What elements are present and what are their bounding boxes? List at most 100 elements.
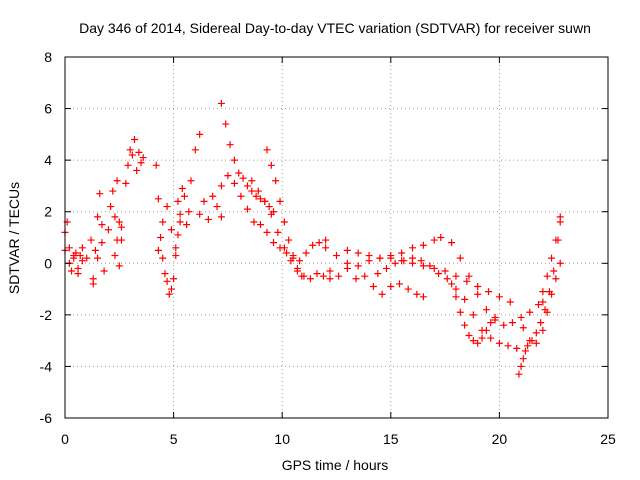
series-mid-b — [154, 192, 193, 254]
data-point — [519, 324, 527, 332]
data-point — [70, 252, 78, 260]
data-point — [456, 308, 464, 316]
plot-frame — [64, 56, 609, 419]
data-point — [465, 331, 473, 339]
data-point — [465, 272, 473, 280]
data-point — [302, 249, 310, 257]
series-mid-a — [152, 161, 184, 298]
data-point — [243, 205, 251, 213]
data-point — [506, 298, 514, 306]
series-night-c — [343, 246, 514, 306]
data-point — [309, 241, 317, 249]
data-point — [521, 347, 529, 355]
data-point — [469, 337, 477, 345]
data-point — [159, 218, 167, 226]
series-early-c — [87, 190, 106, 288]
data-point — [285, 236, 293, 244]
data-point — [435, 270, 443, 278]
data-point — [117, 223, 125, 231]
data-point — [485, 288, 493, 296]
data-point — [382, 264, 390, 272]
data-point — [463, 277, 471, 285]
data-point — [552, 236, 560, 244]
data-point — [452, 293, 460, 301]
series-predawn-a — [448, 239, 547, 329]
data-point — [300, 272, 308, 280]
data-point — [322, 236, 330, 244]
y-tick-label: 6 — [44, 101, 52, 117]
data-point — [515, 370, 523, 378]
data-point — [237, 192, 245, 200]
series-mid-d — [196, 192, 225, 223]
data-point — [78, 257, 86, 265]
data-point — [537, 319, 545, 327]
data-point — [235, 169, 243, 177]
data-point — [274, 228, 282, 236]
data-point — [100, 267, 108, 275]
data-point — [430, 236, 438, 244]
data-point — [204, 215, 212, 223]
data-point — [230, 156, 238, 164]
series-night-b — [326, 264, 427, 301]
data-point — [226, 141, 234, 149]
data-point — [343, 264, 351, 272]
series-predawn-b — [448, 280, 499, 347]
data-point — [254, 187, 262, 195]
data-point — [191, 146, 199, 154]
data-point — [178, 185, 186, 193]
data-point — [276, 197, 284, 205]
y-tick-label: -6 — [40, 410, 53, 426]
data-point — [461, 321, 469, 329]
data-point — [556, 259, 564, 267]
y-tick-label: -2 — [40, 307, 53, 323]
data-point — [185, 208, 193, 216]
data-point — [94, 254, 102, 262]
data-point — [230, 179, 238, 187]
y-tick-label: -4 — [40, 358, 53, 374]
series-night-d — [374, 254, 521, 352]
data-point — [387, 282, 395, 290]
data-point — [172, 252, 180, 260]
data-point — [448, 239, 456, 247]
data-point — [96, 190, 104, 198]
data-point — [495, 339, 503, 347]
data-point — [548, 290, 556, 298]
data-point — [176, 210, 184, 218]
data-point — [474, 290, 482, 298]
data-point — [252, 192, 260, 200]
series-early-a — [61, 218, 86, 275]
data-point — [293, 267, 301, 275]
data-point — [519, 355, 527, 363]
data-point — [263, 228, 271, 236]
data-point — [374, 270, 382, 278]
data-point — [250, 218, 258, 226]
data-point — [65, 244, 73, 252]
data-point — [224, 172, 232, 180]
data-point — [322, 244, 330, 252]
data-point — [213, 203, 221, 211]
chart-title: Day 346 of 2014, Sidereal Day-to-day VTE… — [79, 20, 591, 36]
data-point — [243, 182, 251, 190]
data-point — [163, 203, 171, 211]
grid-lines — [65, 57, 608, 418]
data-point — [159, 254, 167, 262]
series-early-e — [104, 177, 125, 244]
data-point — [222, 120, 230, 128]
series-early-d — [89, 239, 108, 283]
data-point — [343, 246, 351, 254]
data-point — [180, 192, 188, 200]
data-point — [448, 280, 456, 288]
data-point — [365, 252, 373, 260]
data-point — [354, 249, 362, 257]
data-point — [532, 329, 540, 337]
data-point — [539, 288, 547, 296]
data-point — [461, 295, 469, 303]
data-point — [176, 218, 184, 226]
data-point — [326, 267, 334, 275]
data-point — [409, 254, 417, 262]
data-point — [124, 161, 132, 169]
data-point — [430, 264, 438, 272]
data-point — [104, 226, 112, 234]
data-point — [335, 272, 343, 280]
series-evening-a — [217, 99, 278, 216]
